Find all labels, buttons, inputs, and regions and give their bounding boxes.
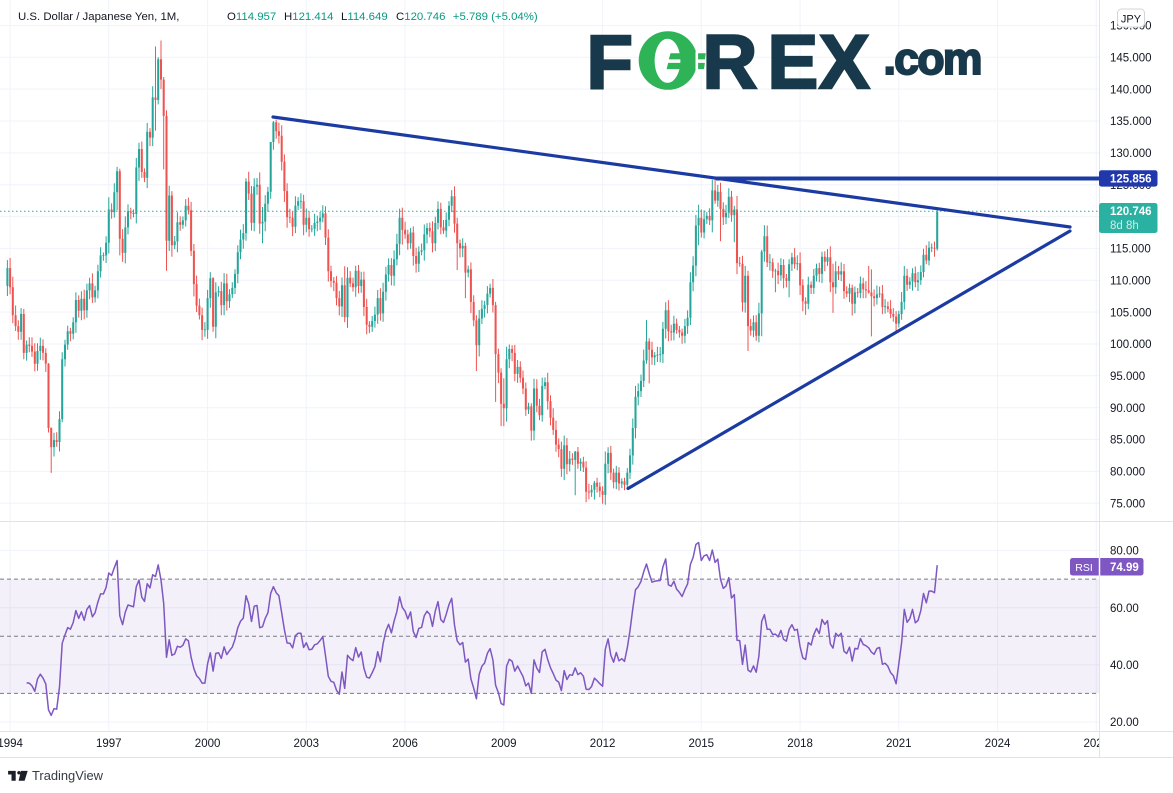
svg-text:110.000: 110.000 [1110,275,1151,287]
svg-text:2027: 2027 [1084,738,1110,750]
svg-text:105.000: 105.000 [1110,307,1152,319]
svg-text:1997: 1997 [96,738,122,750]
svg-text:2021: 2021 [886,738,912,750]
svg-text:85.000: 85.000 [1110,435,1145,447]
svg-text:8d 8h: 8d 8h [1110,220,1139,232]
svg-text:80.00: 80.00 [1110,546,1139,558]
svg-text:90.000: 90.000 [1110,403,1145,415]
svg-text:40.00: 40.00 [1110,660,1139,672]
svg-text:R: R [703,20,758,105]
svg-text:80.000: 80.000 [1110,467,1145,479]
svg-text:1994: 1994 [0,738,23,750]
svg-text:2003: 2003 [294,738,320,750]
svg-text:145.000: 145.000 [1110,53,1152,65]
svg-text:74.99: 74.99 [1110,562,1139,574]
svg-text:120.746: 120.746 [1110,206,1152,218]
svg-text:2024: 2024 [985,738,1011,750]
svg-text:130.000: 130.000 [1110,148,1152,160]
svg-text:95.000: 95.000 [1110,371,1145,383]
svg-text:.com: .com [884,35,983,84]
svg-text:115.000: 115.000 [1110,244,1151,256]
svg-text:60.00: 60.00 [1110,603,1139,615]
svg-text:135.000: 135.000 [1110,116,1152,128]
svg-text:RSI: RSI [1075,562,1093,574]
svg-text:2006: 2006 [392,738,418,750]
svg-text:75.000: 75.000 [1110,498,1145,510]
svg-text:140.000: 140.000 [1110,84,1152,96]
svg-text:JPY: JPY [1121,13,1142,25]
svg-text:2018: 2018 [787,738,813,750]
svg-text:125.856: 125.856 [1110,174,1152,186]
svg-text:2012: 2012 [590,738,616,750]
svg-text:20.00: 20.00 [1110,717,1139,729]
svg-text:2000: 2000 [195,738,221,750]
svg-text:F: F [587,20,633,105]
svg-text:X: X [819,20,870,105]
svg-text:E: E [768,20,819,105]
svg-text:2015: 2015 [689,738,715,750]
svg-text:2009: 2009 [491,738,517,750]
svg-text:100.000: 100.000 [1110,339,1152,351]
